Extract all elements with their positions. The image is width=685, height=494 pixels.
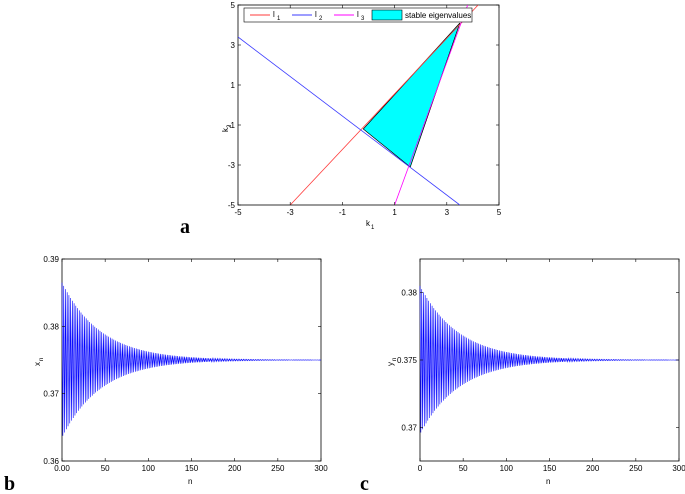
- y-tick-label-a: -3: [228, 161, 236, 170]
- y-tick-label-b: 0.37: [43, 390, 59, 399]
- legend-l2-sub: 2: [319, 16, 323, 22]
- y-tick-label-a: -5: [228, 201, 236, 210]
- plot-area-a: [237, 4, 500, 206]
- series-line-l2: [238, 36, 461, 205]
- x-tick-label-b: 200: [228, 464, 242, 473]
- legend-region-swatch: [371, 9, 403, 21]
- legend-l3-label: l: [357, 10, 359, 19]
- x-tick-label-a: 3: [445, 208, 450, 217]
- x-tick-label-c: 300: [672, 464, 685, 473]
- x-tick-label-b: 50: [101, 464, 110, 473]
- legend-l3-sub: 3: [361, 16, 365, 22]
- legend-l2-label: l: [315, 10, 317, 19]
- y-tick-label-a: 5: [231, 1, 236, 10]
- x-axis-label-a: k: [366, 219, 371, 228]
- x-tick-label-c: 200: [586, 464, 600, 473]
- panel-label-b: b: [4, 473, 15, 494]
- series-line-b: [61, 282, 322, 436]
- y-tick-label-a: -1: [228, 121, 236, 130]
- panel-label-a: a: [180, 216, 190, 238]
- x-tick-label-c: 0: [418, 464, 423, 473]
- y-axis-label-sub-c: n: [392, 358, 398, 361]
- legend-l1-sub: 1: [277, 16, 281, 22]
- y-axis-label-a: k: [221, 127, 230, 132]
- panel-label-c: c: [360, 473, 369, 494]
- x-tick-label-b: 300: [314, 464, 328, 473]
- legend-l1-label: l: [273, 10, 275, 19]
- series-line-l3: [394, 5, 469, 205]
- x-tick-label-c: 50: [459, 464, 468, 473]
- y-tick-label-c: 0.37: [401, 423, 417, 432]
- x-tick-label-c: 250: [629, 464, 643, 473]
- x-tick-label-a: -3: [287, 208, 295, 217]
- series-line-c: [419, 285, 680, 433]
- x-tick-label-b: 250: [271, 464, 285, 473]
- series-line-l1: [289, 5, 479, 205]
- y-tick-label-a: 1: [231, 81, 236, 90]
- y-tick-label-b: 0.39: [43, 255, 59, 264]
- y-tick-label-c: 0.375: [397, 356, 418, 365]
- y-tick-label-c: 0.38: [401, 289, 417, 298]
- y-tick-label-b: 0.38: [43, 322, 59, 331]
- x-tick-label-b: 150: [185, 464, 199, 473]
- x-axis-label-c: n: [546, 477, 550, 486]
- x-tick-label-c: 150: [543, 464, 557, 473]
- x-tick-label-b: 100: [142, 464, 156, 473]
- x-tick-label-a: -5: [234, 208, 242, 217]
- x-tick-label-c: 100: [500, 464, 514, 473]
- legend-box: [243, 7, 473, 23]
- legend-a: l 1 l 2 l 3 stable eigenvalues: [243, 7, 473, 23]
- y-tick-label-b: 0.36: [43, 457, 59, 466]
- panel-a-chart: l 1 l 2 l 3 stable eigenvalues -5 -3 -1 1 3 5…: [180, 1, 502, 238]
- y-axis-label-sub-b: n: [39, 358, 45, 361]
- y-axis-label-sub-a: 2: [227, 124, 233, 128]
- x-tick-label-b: 0.00: [54, 464, 70, 473]
- x-axis-label-sub-a: 1: [371, 225, 375, 231]
- y-axis-label-b: x: [33, 362, 42, 366]
- x-tick-label-a: -1: [339, 208, 347, 217]
- y-axis-label-c: y: [386, 362, 395, 366]
- x-tick-label-a: 1: [392, 208, 397, 217]
- x-tick-label-a: 5: [497, 208, 502, 217]
- x-axis-label-b: n: [188, 477, 192, 486]
- y-tick-label-a: 3: [231, 41, 236, 50]
- panel-c-chart: 0 50 100 150 200 250 300 0.37 0.375 0.38 y n n c: [360, 258, 685, 494]
- legend-region-label: stable eigenvalues: [405, 11, 471, 20]
